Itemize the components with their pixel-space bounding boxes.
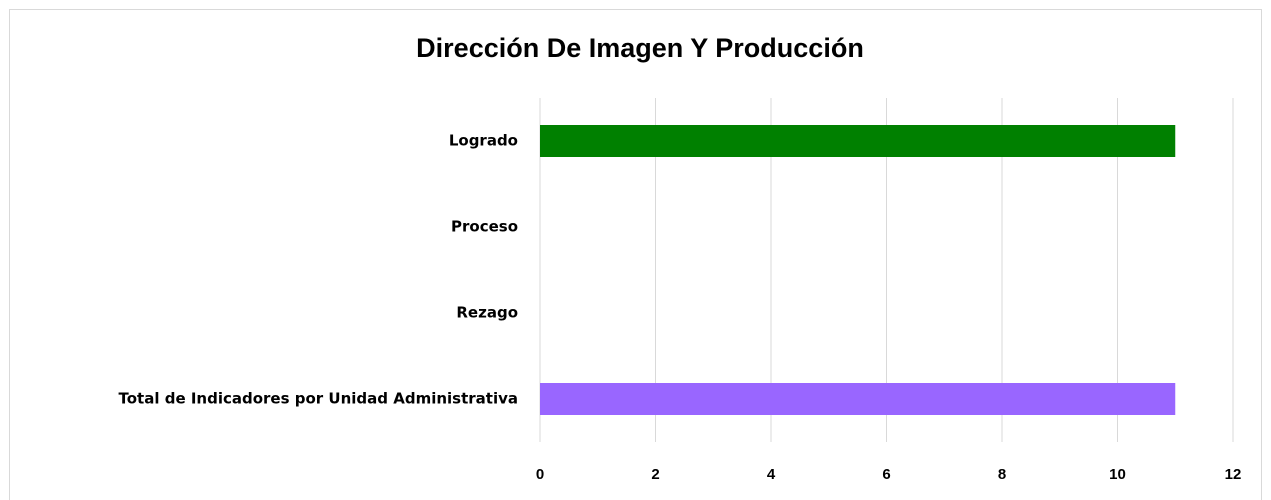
- y-tick-label: Rezago: [456, 304, 518, 322]
- chart-border: [9, 9, 1262, 500]
- y-tick-label: Proceso: [451, 218, 518, 236]
- x-tick-label: 4: [767, 466, 776, 483]
- x-tick-label: 8: [998, 466, 1006, 483]
- x-tick-label: 10: [1109, 466, 1126, 483]
- bar: [540, 383, 1176, 415]
- y-tick-label: Total de Indicadores por Unidad Administ…: [119, 390, 519, 408]
- chart-title: Dirección De Imagen Y Producción: [416, 33, 864, 63]
- y-tick-label: Logrado: [449, 132, 518, 150]
- x-tick-label: 12: [1225, 466, 1242, 483]
- x-tick-label: 6: [882, 466, 890, 483]
- bar: [540, 125, 1176, 157]
- x-tick-label: 2: [651, 466, 659, 483]
- x-tick-label: 0: [536, 466, 544, 483]
